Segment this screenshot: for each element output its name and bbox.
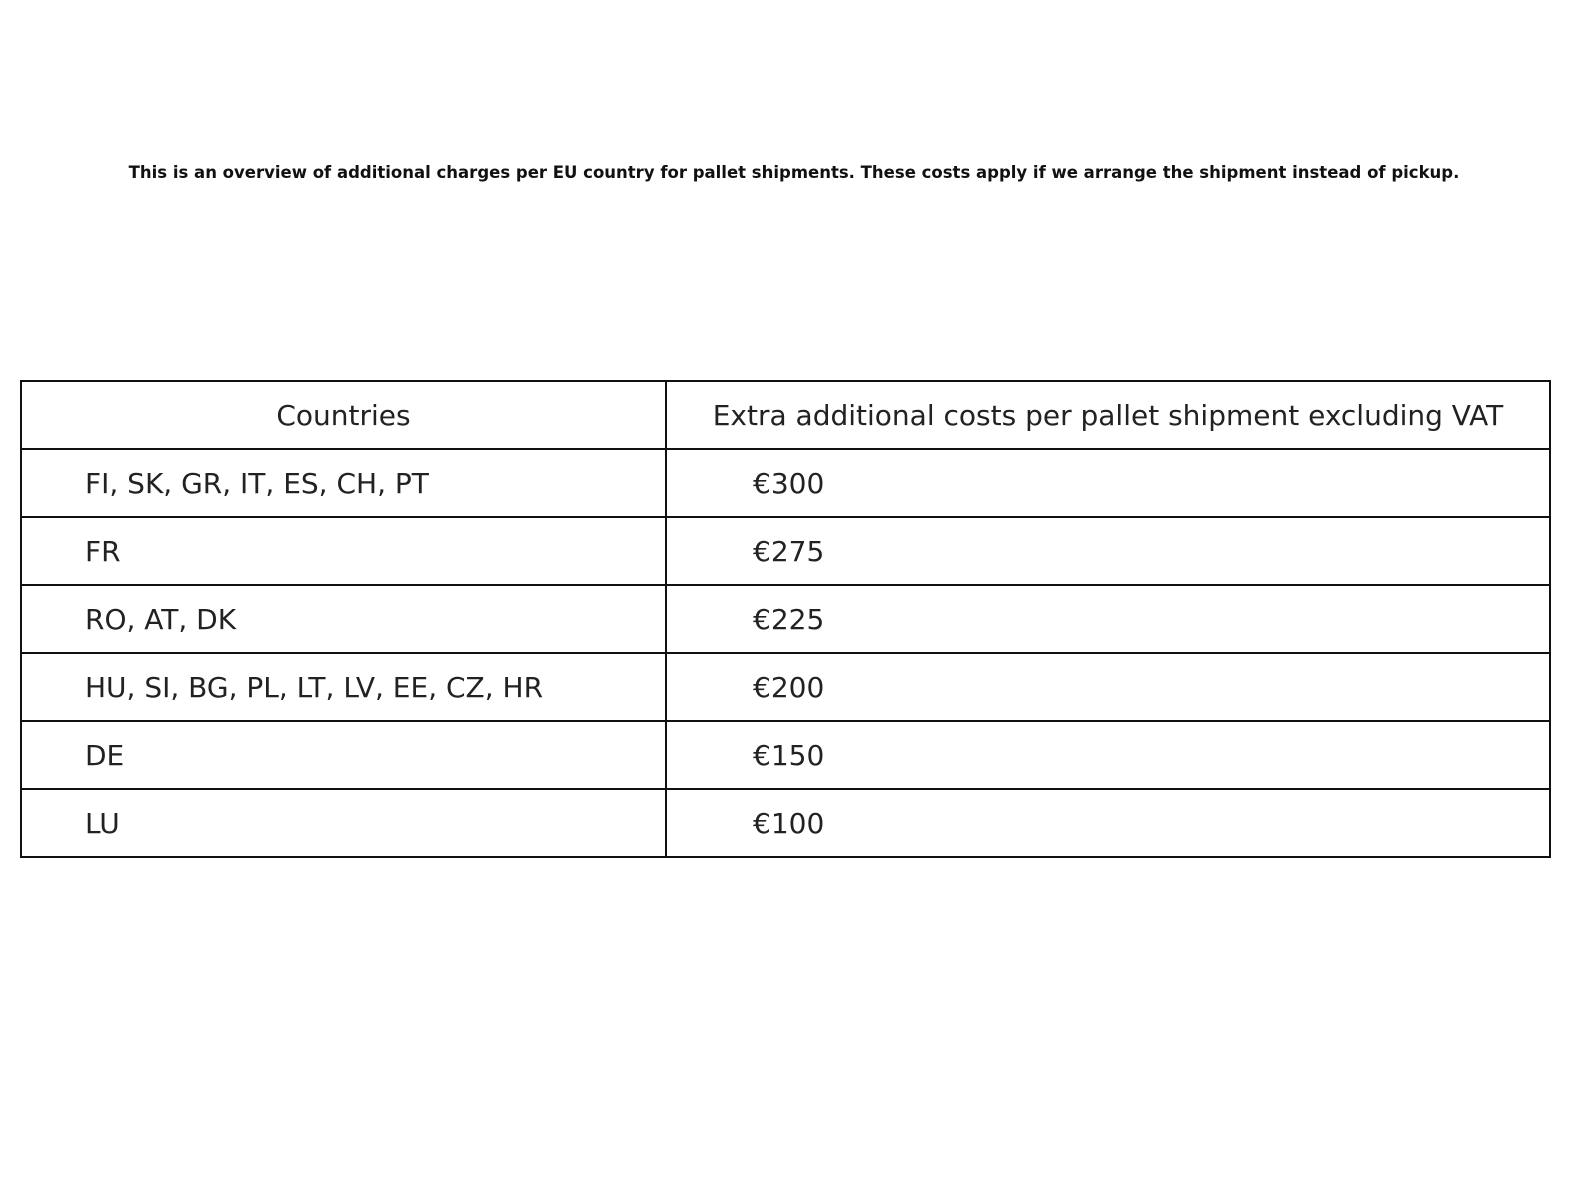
header-costs: Extra additional costs per pallet shipme… xyxy=(665,380,1551,450)
table-row: DE €150 xyxy=(20,720,1551,790)
table-row: RO, AT, DK €225 xyxy=(20,584,1551,654)
table-row: HU, SI, BG, PL, LT, LV, EE, CZ, HR €200 xyxy=(20,652,1551,722)
cell-countries: RO, AT, DK xyxy=(20,584,667,654)
cell-countries: FI, SK, GR, IT, ES, CH, PT xyxy=(20,448,667,518)
cell-countries: HU, SI, BG, PL, LT, LV, EE, CZ, HR xyxy=(20,652,667,722)
header-countries: Countries xyxy=(20,380,667,450)
cell-countries: FR xyxy=(20,516,667,586)
table-row: LU €100 xyxy=(20,788,1551,858)
cell-countries: LU xyxy=(20,788,667,858)
cell-cost: €275 xyxy=(665,516,1551,586)
table-row: FR €275 xyxy=(20,516,1551,586)
cell-cost: €200 xyxy=(665,652,1551,722)
cell-cost: €225 xyxy=(665,584,1551,654)
cell-cost: €100 xyxy=(665,788,1551,858)
chart-title: This is an overview of additional charge… xyxy=(128,163,1460,182)
cell-countries: DE xyxy=(20,720,667,790)
cell-cost: €150 xyxy=(665,720,1551,790)
cell-cost: €300 xyxy=(665,448,1551,518)
table-row: FI, SK, GR, IT, ES, CH, PT €300 xyxy=(20,448,1551,518)
header-row: Countries Extra additional costs per pal… xyxy=(20,380,1551,450)
cost-table: Countries Extra additional costs per pal… xyxy=(20,380,1551,858)
